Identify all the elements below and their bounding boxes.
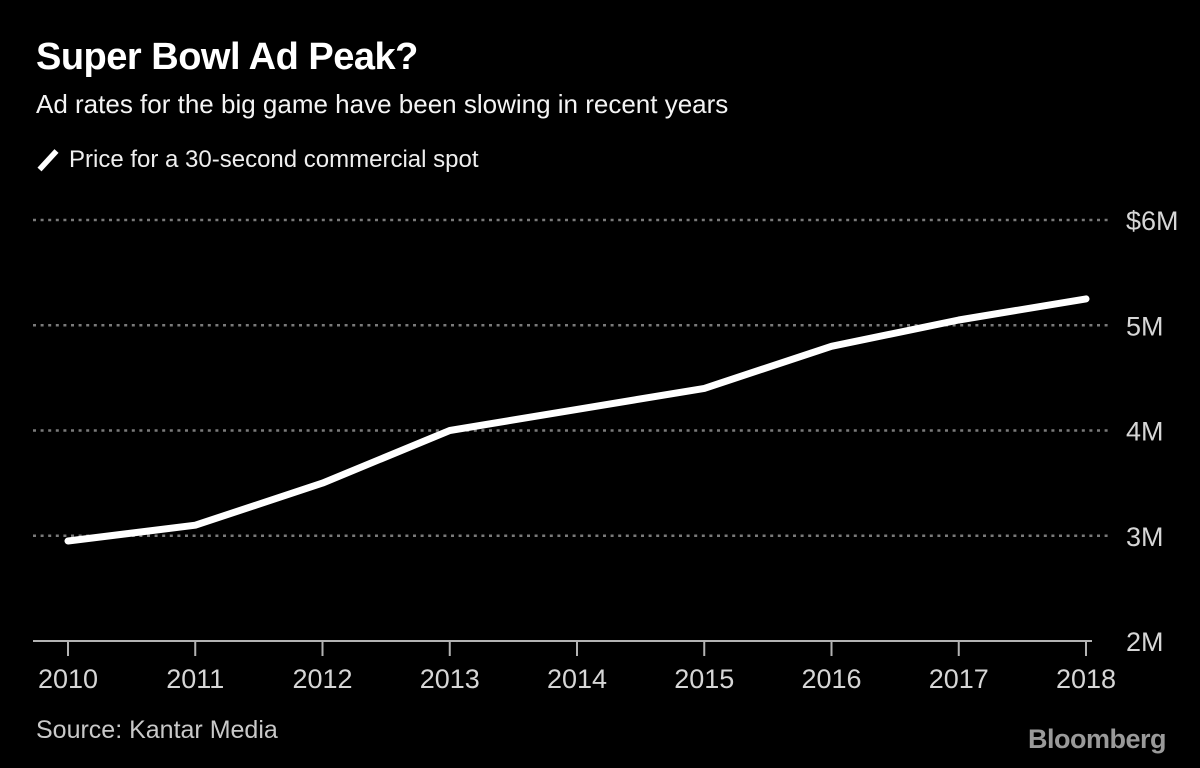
price-line: [64, 295, 1090, 545]
x-tick-label: 2016: [801, 664, 861, 694]
line-series-swatch-icon: [37, 149, 59, 172]
legend-label: Price for a 30-second commercial spot: [69, 146, 479, 173]
x-tick-label: 2010: [38, 664, 98, 694]
x-tick-label: 2017: [929, 664, 989, 694]
x-tick-label: 2013: [420, 664, 480, 694]
y-tick-label: 2M: [1126, 627, 1164, 657]
source-label: Source: Kantar Media: [36, 716, 278, 744]
x-tick-label: 2015: [674, 664, 734, 694]
y-tick-label: 3M: [1126, 522, 1164, 552]
bloomberg-logo: Bloomberg: [1027, 724, 1167, 754]
x-tick-label: 2012: [292, 664, 352, 694]
page-title: Super Bowl Ad Peak?: [36, 36, 418, 78]
x-tick-label: 2011: [166, 664, 224, 694]
page-subtitle: Ad rates for the big game have been slow…: [36, 89, 729, 119]
x-tick-label: 2014: [547, 664, 607, 694]
y-tick-label: $6M: [1126, 206, 1179, 236]
y-tick-label: 4M: [1126, 417, 1164, 447]
y-tick-label: 5M: [1126, 311, 1164, 341]
x-tick-label: 2018: [1056, 664, 1116, 694]
legend: Price for a 30-second commercial spot: [36, 146, 479, 174]
